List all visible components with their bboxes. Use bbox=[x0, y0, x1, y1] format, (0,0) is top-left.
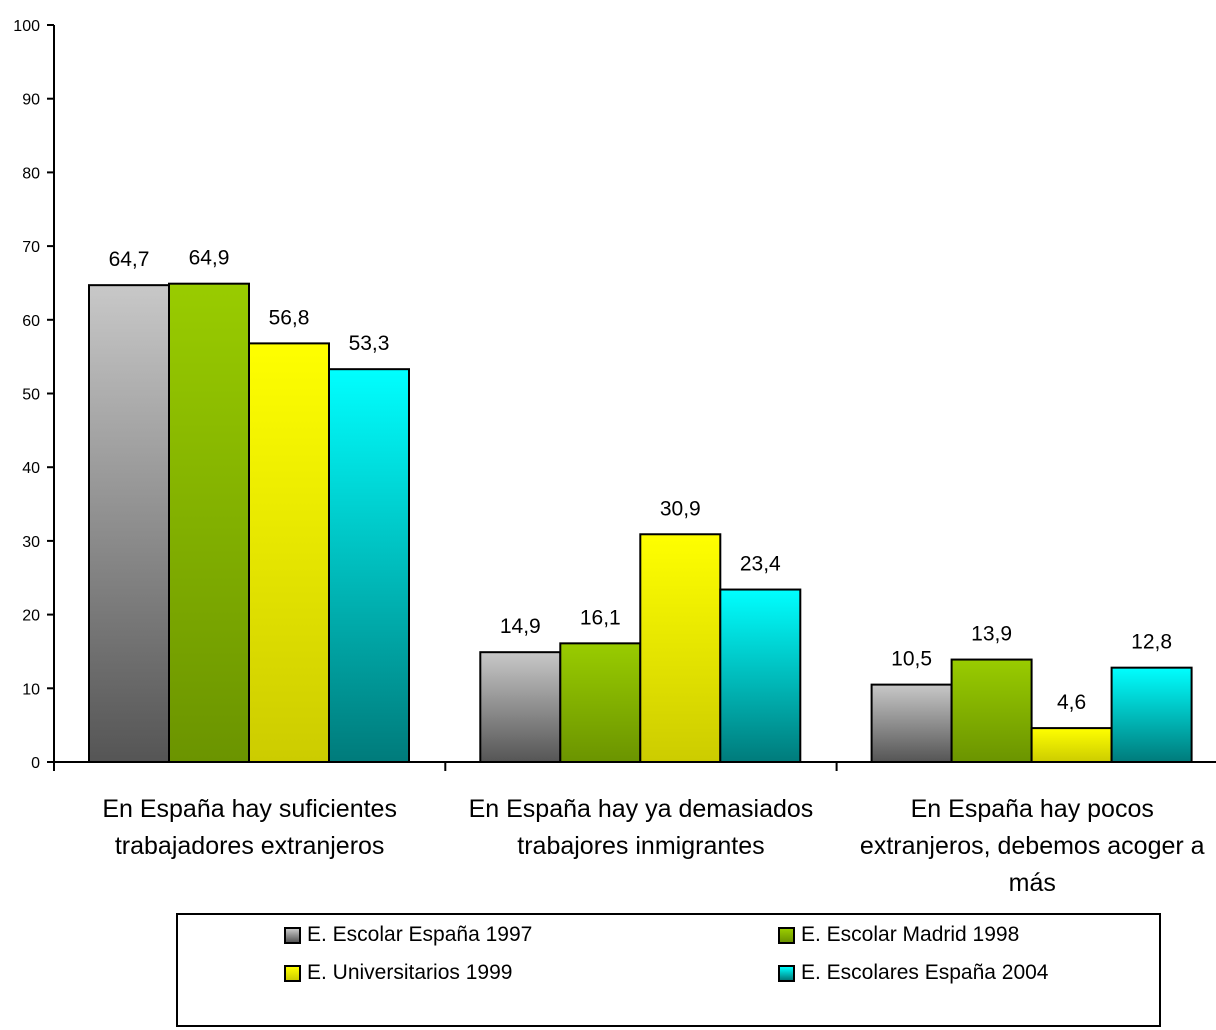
category-label: En España hay ya demasiados bbox=[469, 795, 814, 823]
category-label: En España hay pocos bbox=[911, 795, 1154, 823]
bar bbox=[168, 282, 250, 763]
x-axis bbox=[53, 761, 1216, 771]
data-label: 64,9 bbox=[189, 247, 230, 270]
y-tick-label: 0 bbox=[31, 755, 40, 772]
legend-label: E. Universitarios 1999 bbox=[307, 961, 513, 984]
category-label: más bbox=[1009, 869, 1056, 897]
y-tick-label: 30 bbox=[22, 534, 40, 551]
y-tick-label: 10 bbox=[22, 681, 40, 698]
legend: E. Escolar España 1997 E. Escolar Madrid … bbox=[176, 913, 1161, 1027]
data-label: 4,6 bbox=[1057, 691, 1086, 714]
bar bbox=[328, 368, 410, 763]
data-label: 14,9 bbox=[500, 615, 541, 638]
y-tick-label: 70 bbox=[22, 239, 40, 256]
bar bbox=[1030, 727, 1113, 764]
y-tick-label: 90 bbox=[22, 92, 40, 109]
bar bbox=[870, 683, 953, 763]
y-tick-label: 50 bbox=[22, 387, 40, 404]
legend-item: E. Universitarios 1999 bbox=[284, 958, 512, 988]
data-label: 56,8 bbox=[269, 306, 310, 329]
y-tick-label: 60 bbox=[22, 313, 40, 330]
bar bbox=[639, 533, 722, 764]
y-tick-label: 80 bbox=[22, 165, 40, 182]
bar bbox=[88, 284, 170, 763]
bar bbox=[950, 658, 1033, 764]
bar bbox=[479, 651, 562, 764]
bar bbox=[1110, 666, 1193, 763]
data-label: 53,3 bbox=[349, 332, 390, 355]
legend-label: E. Escolar España 1997 bbox=[307, 923, 533, 946]
y-tick-label: 20 bbox=[22, 608, 40, 625]
data-label: 30,9 bbox=[660, 497, 701, 520]
data-label: 12,8 bbox=[1131, 631, 1172, 654]
y-tick-label: 40 bbox=[22, 460, 40, 477]
y-axis: 0 10 20 30 40 50 60 70 80 90 100 bbox=[13, 18, 55, 772]
bar bbox=[559, 642, 642, 764]
category-labels: En España hay suficientes trabajadores ex… bbox=[102, 795, 1204, 897]
data-label: 23,4 bbox=[740, 553, 781, 576]
legend-item: E. Escolar España 1997 bbox=[284, 920, 532, 950]
category-label: trabajores inmigrantes bbox=[517, 832, 764, 860]
category-label: En España hay suficientes bbox=[102, 795, 397, 823]
y-tick-label: 100 bbox=[13, 18, 40, 35]
category-label: trabajadores extranjeros bbox=[115, 832, 385, 860]
legend-swatch bbox=[284, 926, 301, 944]
legend-swatch bbox=[284, 964, 301, 982]
value-labels: 64,7 64,9 56,8 53,3 14,9 16,1 30,9 23,4 10,5 13,9… bbox=[109, 247, 1172, 714]
bars bbox=[88, 282, 1193, 764]
data-label: 16,1 bbox=[580, 606, 621, 629]
legend-label: E. Escolares España 2004 bbox=[801, 961, 1049, 984]
legend-swatch bbox=[778, 964, 795, 982]
legend-item: E. Escolar Madrid 1998 bbox=[778, 920, 1019, 950]
bar-chart: 0 10 20 30 40 50 60 70 80 90 100 64,7 64,9 56,8 53,3 1… bbox=[13, 18, 1216, 897]
category-label: extranjeros, debemos acoger a bbox=[860, 832, 1205, 860]
data-label: 64,7 bbox=[109, 248, 150, 271]
data-label: 13,9 bbox=[971, 623, 1012, 646]
data-label: 10,5 bbox=[891, 648, 932, 671]
legend-label: E. Escolar Madrid 1998 bbox=[801, 923, 1020, 946]
bar bbox=[719, 588, 802, 763]
bar bbox=[248, 342, 330, 763]
legend-item: E. Escolares España 2004 bbox=[778, 958, 1049, 988]
legend-swatch bbox=[778, 926, 795, 944]
